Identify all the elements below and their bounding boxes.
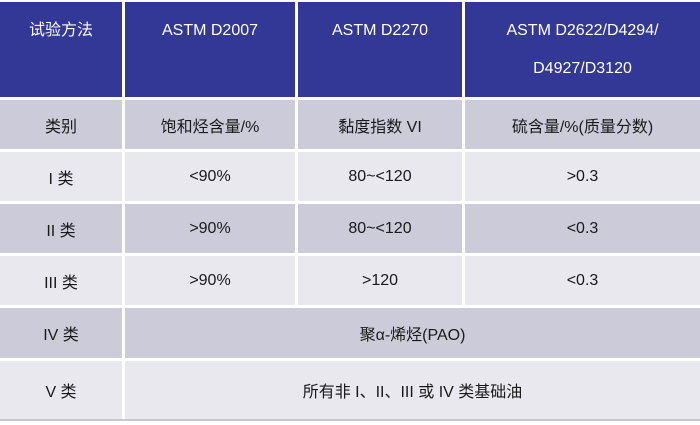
group3-viscosity: >120 — [361, 271, 399, 289]
table-row-group2-saturates-cell: >90% — [125, 204, 295, 253]
header-cell-astm-d2007: ASTM D2007 — [125, 2, 295, 97]
table-row-group5-label-cell: V 类 — [0, 361, 122, 419]
group5-description: 所有非 I、II、III 或 IV 类基础油 — [302, 384, 523, 401]
header-label-astm-d2007: ASTM D2007 — [161, 22, 259, 39]
group1-label: I 类 — [48, 170, 74, 188]
table-row-group1-saturates-cell: <90% — [125, 152, 295, 201]
group3-label: III 类 — [44, 274, 78, 292]
table-row-group3-viscosity-cell: >120 — [298, 256, 462, 305]
table-row-group4-merged-cell: 聚α-烯烃(PAO) — [125, 308, 700, 358]
group1-sulfur: >0.3 — [566, 167, 599, 185]
group2-sulfur: <0.3 — [566, 219, 599, 237]
table-row-group1-sulfur-cell: >0.3 — [465, 152, 700, 201]
header-cell-astm-sulfur-methods: ASTM D2622/D4294/ D4927/D3120 — [465, 2, 700, 97]
table-row-group3-sulfur-cell: <0.3 — [465, 256, 700, 305]
header-label-test-method: 试验方法 — [28, 22, 93, 39]
table-row-group2-sulfur-cell: <0.3 — [465, 204, 700, 253]
category-row-label: 类别 — [44, 118, 77, 136]
group4-description: 聚α-烯烃(PAO) — [359, 327, 466, 344]
category-row-label-cell: 类别 — [0, 100, 122, 149]
header-cell-astm-d2270: ASTM D2270 — [298, 2, 462, 97]
group5-label: V 类 — [45, 384, 77, 401]
group2-viscosity: 80~<120 — [348, 219, 412, 237]
header-label-astm-sulfur-line1: ASTM D2622/D4294/ — [506, 22, 659, 39]
table-row-group3-label-cell: III 类 — [0, 256, 122, 305]
header-cell-test-method: 试验方法 — [0, 2, 122, 97]
group1-viscosity: 80~<120 — [348, 167, 412, 185]
category-row-viscosity: 黏度指数 VI — [338, 118, 422, 136]
category-row-saturates-cell: 饱和烃含量/% — [125, 100, 295, 149]
header-label-astm-d2270: ASTM D2270 — [331, 22, 429, 39]
group2-label: II 类 — [46, 222, 76, 240]
table-row-group3-saturates-cell: >90% — [125, 256, 295, 305]
table-row-group1-viscosity-cell: 80~<120 — [298, 152, 462, 201]
group1-saturates: <90% — [189, 167, 231, 185]
table-row-group4-label-cell: IV 类 — [0, 308, 122, 358]
group4-label: IV 类 — [43, 327, 79, 344]
category-row-viscosity-cell: 黏度指数 VI — [298, 100, 462, 149]
table-row-group2-label-cell: II 类 — [0, 204, 122, 253]
group2-saturates: >90% — [189, 219, 231, 237]
category-row-sulfur-cell: 硫含量/%(质量分数) — [465, 100, 700, 149]
table-row-group1-label-cell: I 类 — [0, 152, 122, 201]
group3-saturates: >90% — [189, 271, 231, 289]
header-label-astm-sulfur-line2: D4927/D3120 — [533, 60, 632, 77]
group3-sulfur: <0.3 — [566, 271, 599, 289]
category-row-saturates: 饱和烃含量/% — [160, 118, 260, 136]
category-row-sulfur: 硫含量/%(质量分数) — [511, 118, 654, 136]
table-row-group5-merged-cell: 所有非 I、II、III 或 IV 类基础油 — [125, 361, 700, 419]
table-row-group2-viscosity-cell: 80~<120 — [298, 204, 462, 253]
